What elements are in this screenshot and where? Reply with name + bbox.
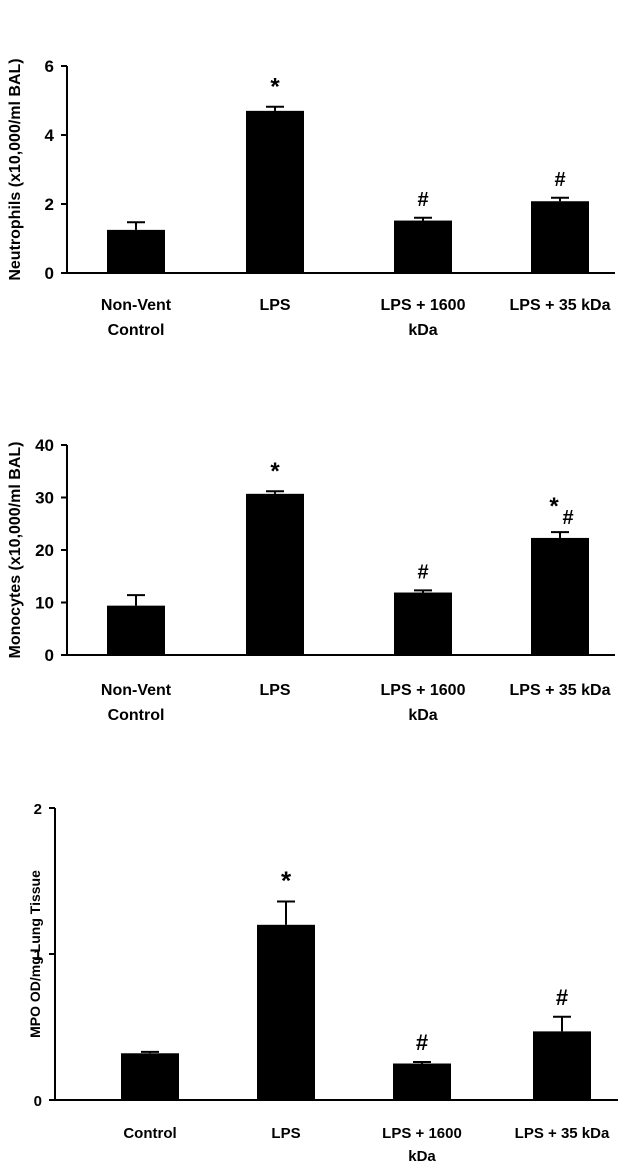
- y-tick-label: 2: [34, 801, 42, 818]
- y-tick-label: 2: [45, 195, 54, 214]
- bar: [107, 229, 165, 273]
- chart-panel-3: 0 1 2 MPO OD/mg Lung Tissue Control * LPS # LPS …: [27, 801, 618, 1165]
- chart-panel-1: 0 2 4 6 Neutrophils (x10,000/ml BAL) Non-Vent…: [7, 57, 615, 339]
- y-tick-label: 4: [45, 126, 55, 145]
- bar: [394, 592, 452, 655]
- x-category-label-line: kDa: [408, 322, 437, 339]
- x-category-label-line: LPS + 1600: [381, 682, 466, 699]
- y-tick-label: 0: [34, 1093, 42, 1110]
- bar: [246, 493, 304, 655]
- significance-marker: #: [562, 507, 573, 529]
- x-category-label-line: LPS + 35 kDa: [515, 1125, 610, 1142]
- bar: [393, 1063, 451, 1100]
- bar: [246, 110, 304, 273]
- significance-marker: *: [270, 458, 280, 485]
- x-category-label-line: Non-Vent: [101, 297, 172, 314]
- significance-marker: #: [417, 189, 428, 211]
- y-tick-label: 40: [35, 436, 54, 455]
- x-category-label: Non-Vent Control: [101, 297, 172, 339]
- y-axis-title: Monocytes (x10,000/ml BAL): [7, 442, 24, 659]
- x-category-label-line: kDa: [408, 707, 437, 724]
- x-category-label: LPS + 35 kDa: [510, 297, 611, 314]
- significance-marker: #: [554, 169, 565, 191]
- bar: [121, 1053, 179, 1100]
- x-category-label: LPS: [271, 1125, 300, 1142]
- y-tick-label: 10: [35, 594, 54, 613]
- bar: [531, 537, 589, 655]
- x-category-label: LPS + 1600 kDa: [382, 1125, 462, 1165]
- significance-marker: #: [416, 1030, 428, 1055]
- y-tick-label: 6: [45, 57, 54, 76]
- x-category-label-line: kDa: [408, 1148, 436, 1165]
- x-category-label: LPS + 35 kDa: [515, 1125, 610, 1142]
- y-tick-label: 0: [45, 646, 54, 665]
- bar: [533, 1031, 591, 1100]
- bar: [257, 924, 315, 1100]
- x-category-label-line: Control: [123, 1125, 176, 1142]
- x-category-label: Control: [123, 1125, 176, 1142]
- x-category-label-line: LPS: [259, 297, 290, 314]
- chart-panel-2: 0 10 20 30 40 Monocytes (x10,000/ml BAL) Non-V…: [7, 436, 615, 724]
- x-category-label-line: LPS + 1600: [381, 297, 466, 314]
- x-category-label: LPS: [259, 682, 290, 699]
- x-category-label-line: LPS: [259, 682, 290, 699]
- y-axis-title: Neutrophils (x10,000/ml BAL): [7, 58, 24, 280]
- x-category-label: Non-Vent Control: [101, 682, 172, 724]
- bar: [531, 201, 589, 273]
- y-axis-title: MPO OD/mg Lung Tissue: [27, 870, 43, 1038]
- x-category-label: LPS + 35 kDa: [510, 682, 611, 699]
- bar: [107, 605, 165, 655]
- x-category-label-line: LPS: [271, 1125, 300, 1142]
- bar: [394, 220, 452, 273]
- significance-marker: *: [270, 74, 280, 101]
- x-category-label: LPS + 1600 kDa: [381, 297, 466, 339]
- significance-marker: #: [556, 985, 568, 1010]
- x-category-label-line: LPS + 35 kDa: [510, 297, 611, 314]
- significance-marker: #: [417, 561, 428, 583]
- y-tick-label: 30: [35, 489, 54, 508]
- x-category-label-line: LPS + 1600: [382, 1125, 462, 1142]
- y-tick-label: 1: [34, 947, 42, 964]
- x-category-label: LPS: [259, 297, 290, 314]
- significance-marker: *: [281, 865, 292, 895]
- significance-marker: *: [549, 493, 559, 520]
- x-category-label-line: Control: [108, 707, 165, 724]
- y-tick-label: 0: [45, 264, 54, 283]
- y-tick-label: 20: [35, 541, 54, 560]
- x-category-label-line: Control: [108, 322, 165, 339]
- x-category-label-line: Non-Vent: [101, 682, 172, 699]
- x-category-label: LPS + 1600 kDa: [381, 682, 466, 724]
- x-category-label-line: LPS + 35 kDa: [510, 682, 611, 699]
